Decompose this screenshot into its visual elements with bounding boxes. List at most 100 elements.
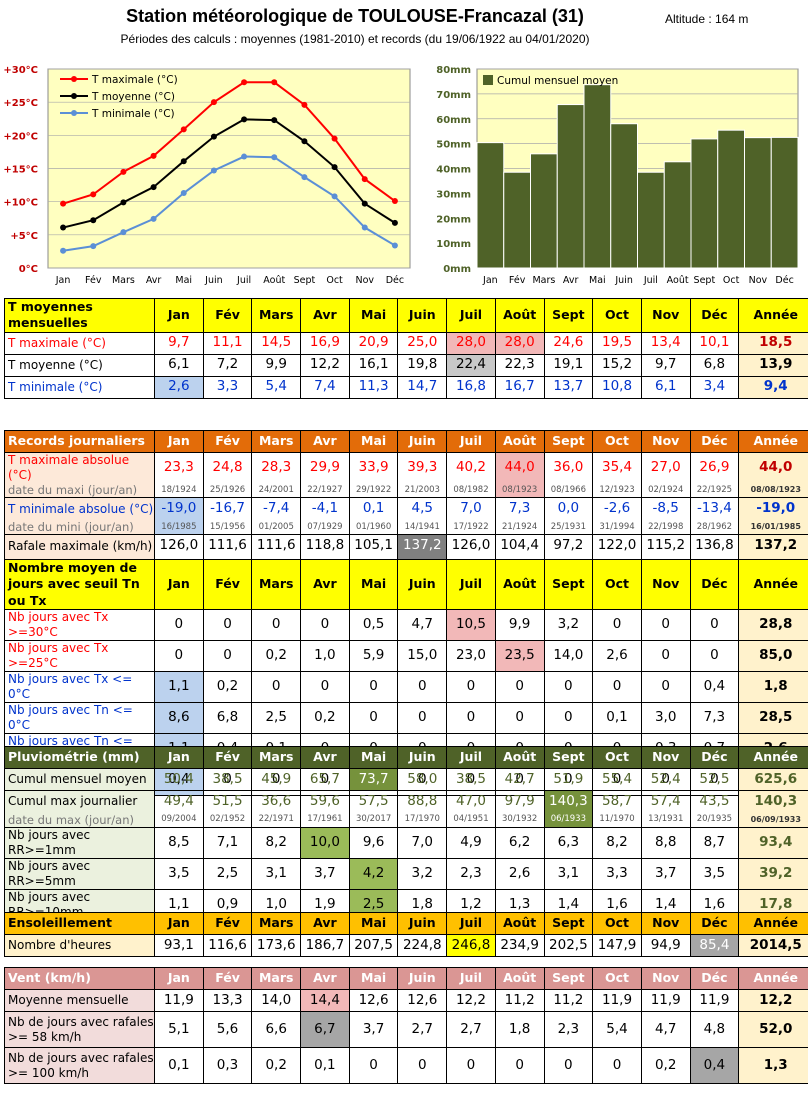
table-2: Nombre moyen de jours avec seuil Tn ou T…: [4, 559, 808, 796]
value-cell: 122,0: [592, 534, 642, 557]
x-tick-label: Juil: [236, 275, 251, 285]
table-row: Nb de jours avec rafales >= 58 km/h 5,1 5,…: [4, 1011, 808, 1048]
value-cell: 59,6: [300, 790, 350, 813]
column-header: Mai: [348, 298, 399, 333]
value-cell: 14,5: [251, 331, 302, 355]
y-tick-label: 0mm: [443, 264, 471, 275]
annual-value-cell: 85,0: [738, 639, 808, 672]
value-cell: 3,7: [300, 857, 350, 890]
value-cell: 20,9: [348, 331, 399, 355]
value-cell: 14,7: [397, 375, 448, 399]
value-cell: 2,6: [592, 639, 642, 672]
value-cell: 0,5: [348, 608, 399, 641]
bar: [717, 129, 745, 269]
column-header: Oct: [592, 559, 642, 610]
value-cell: 0: [494, 701, 545, 734]
value-cell: 8,7: [689, 826, 740, 859]
value-cell: 6,7: [300, 1011, 350, 1048]
x-tick-label: Mars: [112, 275, 135, 285]
legend-label: T maximale (°C): [91, 74, 178, 86]
row-label: Nb de jours avec rafales >= 58 km/h: [4, 1011, 155, 1048]
data-point: [331, 164, 338, 171]
date-cell: 17/1961: [300, 812, 350, 828]
legend-label: Cumul mensuel moyen: [497, 75, 618, 87]
value-cell: 45,9: [251, 768, 302, 791]
value-cell: 11,9: [154, 989, 204, 1012]
value-cell: 0: [689, 639, 740, 672]
table-row: T maximale (°C) 9,7 11,1 14,5 16,9 20,9 25,0 28…: [4, 331, 808, 355]
table-row: T moyenne (°C) 6,1 7,2 9,9 12,2 16,1 19,8 22,4 2…: [4, 353, 808, 377]
table-row: Cumul mensuel moyen 50,4 38,5 45,9 65,7 73,7 5…: [4, 768, 808, 791]
x-tick-label: Juin: [204, 275, 222, 285]
value-cell: 14,0: [543, 639, 594, 672]
value-cell: 8,8: [640, 826, 691, 859]
date-cell: 08/1982: [446, 483, 496, 499]
data-point: [241, 116, 248, 123]
legend-swatch: [483, 75, 493, 85]
date-cell: 31/1994: [592, 519, 642, 536]
column-header: Mars: [251, 559, 302, 610]
section-title: Records journaliers: [4, 430, 155, 453]
value-cell: 0: [543, 701, 594, 734]
x-tick-label: Nov: [749, 275, 768, 285]
data-point: [361, 176, 368, 183]
data-point: [391, 242, 398, 249]
value-cell: 0,1: [154, 1047, 204, 1084]
date-cell: 29/1922: [348, 483, 399, 499]
date-cell: 21/2003: [397, 483, 448, 499]
column-header: Nov: [640, 559, 691, 610]
value-cell: 2,5: [251, 701, 302, 734]
date-cell: 13/1931: [640, 812, 691, 828]
annual-value-cell: 1,8: [738, 670, 808, 703]
date-row-label: date du maxi (jour/an): [4, 483, 155, 499]
value-cell: -13,4: [689, 497, 740, 520]
value-cell: 52,4: [640, 768, 691, 791]
legend-label: T moyenne (°C): [91, 91, 175, 103]
row-label: T maximale absolue (°C): [4, 452, 155, 483]
value-cell: 0,2: [640, 1047, 691, 1084]
column-header: Juil: [446, 559, 496, 610]
value-cell: 0: [446, 701, 496, 734]
value-cell: 16,7: [494, 375, 545, 399]
date-cell: 09/2004: [154, 812, 204, 828]
value-cell: 0: [640, 639, 691, 672]
value-cell: 57,5: [348, 790, 399, 813]
data-point: [271, 79, 278, 86]
date-cell: 12/1923: [592, 483, 642, 499]
annual-value-cell: 12,2: [738, 989, 808, 1012]
column-header: Fév: [202, 559, 253, 610]
value-cell: 4,7: [640, 1011, 691, 1048]
date-cell: 24/2001: [251, 483, 302, 499]
value-cell: 0: [494, 1047, 545, 1084]
value-cell: 0: [446, 1047, 496, 1084]
x-tick-label: Mai: [589, 275, 606, 285]
date-cell: 02/1952: [202, 812, 253, 828]
value-cell: 50,4: [154, 768, 204, 791]
table-header-row: Records journaliers Jan Fév Mars Avr Mai Juin J…: [4, 430, 808, 453]
value-cell: 234,9: [494, 934, 545, 957]
data-point: [120, 199, 127, 206]
value-cell: 0: [640, 608, 691, 641]
value-cell: 3,7: [640, 857, 691, 890]
value-cell: 42,7: [494, 768, 545, 791]
value-cell: 23,0: [446, 639, 496, 672]
value-cell: -2,6: [592, 497, 642, 520]
table-header-row: T moyennes mensuelles Jan Fév Mars Avr Mai Jui…: [4, 298, 808, 333]
column-header: Août: [494, 967, 545, 990]
column-header: Fév: [202, 912, 253, 935]
column-header: Sept: [543, 967, 594, 990]
value-cell: 3,5: [689, 857, 740, 890]
y-tick-label: 20mm: [436, 214, 471, 225]
value-cell: 28,3: [251, 452, 302, 483]
date-row: date du max (jour/an) 09/2004 02/1952 22/19…: [4, 812, 808, 828]
value-cell: 5,9: [348, 639, 399, 672]
data-point: [210, 133, 217, 140]
column-header: Mai: [348, 559, 399, 610]
value-cell: 11,3: [348, 375, 399, 399]
value-cell: 26,9: [689, 452, 740, 483]
value-cell: 9,9: [494, 608, 545, 641]
annual-value-cell: 140,3: [738, 790, 808, 813]
table-row: Nombre d'heures 93,1 116,6 173,6 186,7 207,5 2…: [4, 934, 808, 957]
y-tick-label: +20°C: [3, 131, 38, 142]
column-header: Août: [494, 298, 545, 333]
